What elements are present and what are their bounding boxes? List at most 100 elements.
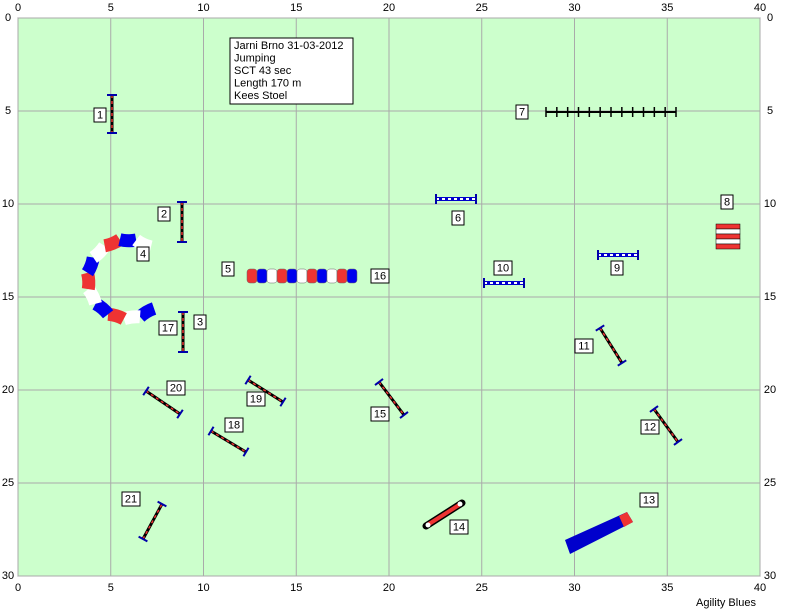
- obstacle-label-box: [493, 260, 513, 276]
- x-tick-label: 35: [661, 582, 673, 594]
- obstacle-label-box: [449, 519, 469, 535]
- tyre-end: [457, 501, 463, 507]
- obstacle-label-box: [574, 338, 594, 354]
- x-tick-label: 25: [476, 582, 488, 594]
- jump-wing: [138, 535, 148, 543]
- obstacle-label-box: [221, 261, 235, 277]
- footer: Agility Blues: [696, 597, 756, 609]
- tunnel-segment: [326, 268, 338, 284]
- obstacle-label-box: [93, 107, 107, 123]
- obstacle-label: 8: [724, 196, 730, 208]
- wall-stripe: [715, 223, 741, 230]
- obstacle-label-box: [121, 491, 141, 507]
- obstacle-label: 5: [225, 263, 231, 275]
- jump-wing: [157, 500, 167, 508]
- x-tick-label: 25: [476, 2, 488, 14]
- x-tick-label: 40: [754, 582, 766, 594]
- obstacle-label-box: [370, 268, 390, 284]
- obstacle-label: 15: [374, 408, 386, 420]
- jump-stripe: [145, 390, 181, 415]
- obstacle-label-box: [451, 210, 465, 226]
- jump-stripe: [653, 408, 679, 443]
- x-tick-label: 0: [15, 582, 21, 594]
- tunnel-segment: [296, 268, 308, 284]
- y-tick-label: 5: [767, 105, 773, 117]
- x-tick-label: 5: [108, 2, 114, 14]
- obstacle-label: 4: [140, 248, 146, 260]
- obstacle-label: 13: [643, 494, 655, 506]
- x-tick-label: 15: [290, 2, 302, 14]
- tunnel-segment: [316, 268, 328, 284]
- obstacle-label: 9: [614, 262, 620, 274]
- obstacle-label: 10: [497, 262, 509, 274]
- x-tick-label: 20: [383, 582, 395, 594]
- obstacle-label: 2: [161, 208, 167, 220]
- tunnel-segment: [83, 285, 102, 306]
- obstacle-label-box: [639, 492, 659, 508]
- info-box: [229, 37, 354, 105]
- obstacle-label: 1: [97, 109, 103, 121]
- obstacle-label-box: [193, 314, 207, 330]
- info-line: Jarni Brno 31-03-2012: [234, 40, 343, 52]
- x-tick-label: 30: [568, 2, 580, 14]
- obstacle-label-box: [640, 419, 660, 435]
- jump-stripe: [599, 327, 623, 364]
- jump-stripe: [247, 379, 284, 403]
- obstacle-label-box: [246, 391, 266, 407]
- tunnel-segment: [246, 268, 258, 284]
- jump-wing: [649, 405, 659, 413]
- tunnel-segment: [103, 234, 124, 253]
- x-tick-label: 10: [197, 2, 209, 14]
- info-line: SCT 43 sec: [234, 65, 292, 77]
- info-line: Length 170 m: [234, 77, 301, 89]
- tunnel-segment: [118, 233, 138, 248]
- obstacle-label: 16: [374, 270, 386, 282]
- jump-wing: [673, 438, 683, 446]
- tunnel-segment: [121, 310, 141, 326]
- tunnel-segment: [92, 298, 114, 319]
- obstacle-label: 6: [455, 212, 461, 224]
- chute: [565, 512, 633, 554]
- x-tick-label: 30: [568, 582, 580, 594]
- jump-stripe: [210, 430, 247, 453]
- obstacle-label-box: [166, 380, 186, 396]
- jump-wing: [374, 378, 384, 386]
- jump-wing: [595, 324, 605, 332]
- tunnel-segment: [276, 268, 288, 284]
- tyre-inner: [427, 503, 461, 526]
- obstacle-label: 12: [644, 421, 656, 433]
- chute-end: [619, 512, 633, 527]
- wall-stripe: [715, 228, 741, 235]
- tunnel-segment: [81, 271, 96, 291]
- x-tick-label: 40: [754, 2, 766, 14]
- obstacle-label-box: [610, 260, 624, 276]
- y-tick-label: 25: [764, 477, 776, 489]
- obstacle-label-box: [157, 206, 171, 222]
- obstacle-label-box: [224, 417, 244, 433]
- info-line: Kees Stoel: [234, 90, 287, 102]
- y-tick-label: 20: [2, 384, 14, 396]
- jump-wing: [242, 447, 250, 457]
- obstacle-label: 11: [578, 340, 589, 352]
- y-tick-label: 15: [2, 291, 14, 303]
- obstacle-label-box: [158, 320, 178, 336]
- x-tick-label: 5: [108, 582, 114, 594]
- y-tick-label: 25: [2, 477, 14, 489]
- tunnel-segment: [135, 302, 157, 322]
- y-tick-label: 20: [764, 384, 776, 396]
- y-tick-label: 15: [764, 291, 776, 303]
- tunnel-segment: [107, 307, 127, 325]
- wall-stripe: [715, 243, 741, 250]
- tunnel-segment: [81, 256, 100, 277]
- jump-stripe: [378, 381, 405, 416]
- tunnel-segment: [346, 268, 358, 284]
- y-tick-label: 0: [5, 12, 11, 24]
- y-tick-label: 10: [2, 198, 14, 210]
- y-tick-label: 30: [2, 570, 14, 582]
- obstacle-label-box: [720, 194, 734, 210]
- info-line: Jumping: [234, 52, 276, 64]
- obstacle-label-box: [136, 246, 150, 262]
- obstacle-label: 19: [250, 393, 262, 405]
- jump-wing: [244, 375, 252, 385]
